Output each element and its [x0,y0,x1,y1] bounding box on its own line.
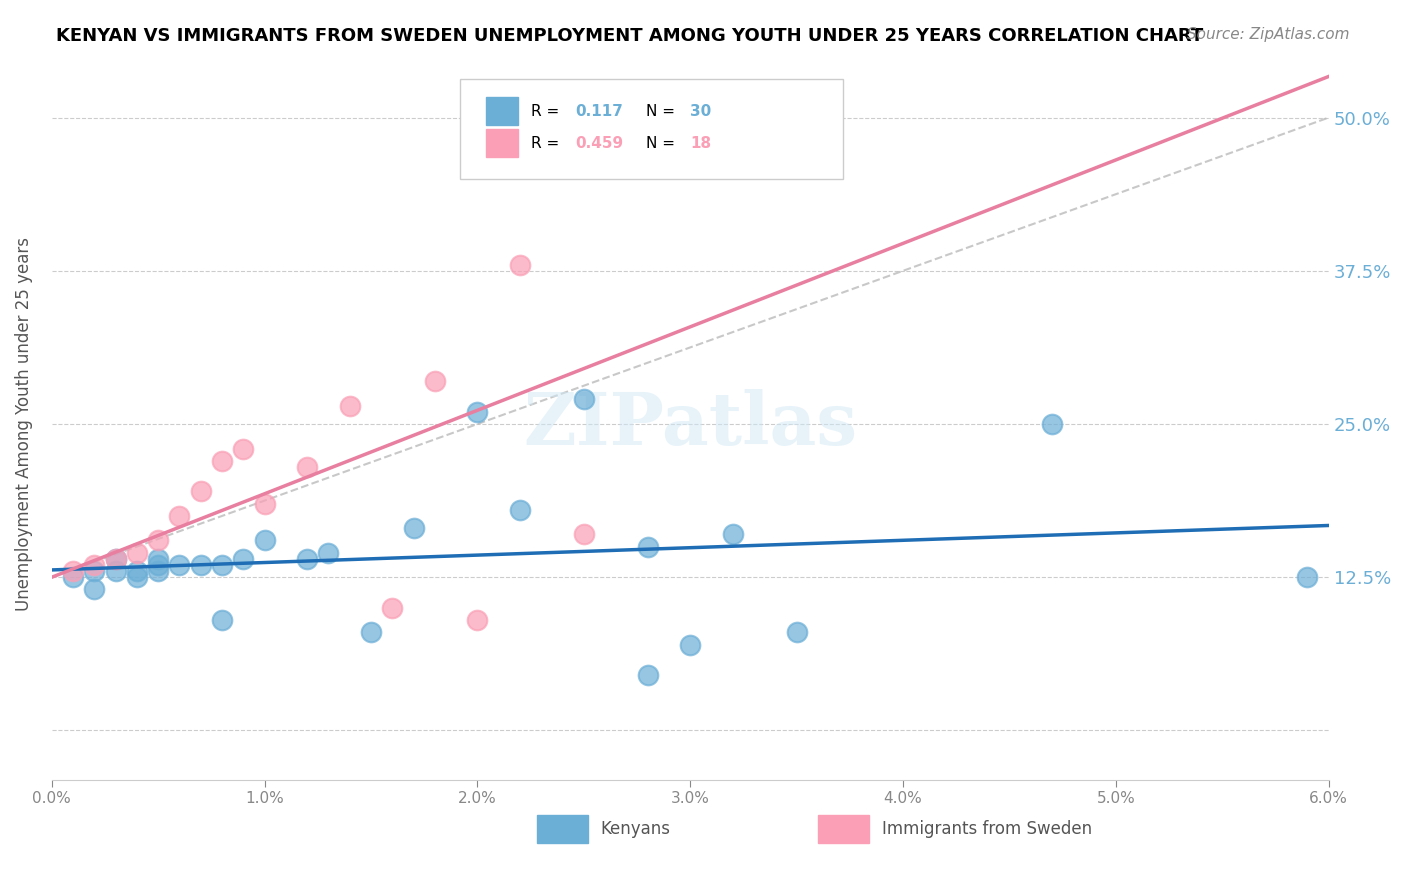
Text: N =: N = [645,103,675,119]
FancyBboxPatch shape [460,79,844,178]
Point [467,613,489,627]
FancyBboxPatch shape [537,815,588,844]
FancyBboxPatch shape [486,97,517,126]
Y-axis label: Unemployment Among Youth under 25 years: Unemployment Among Youth under 25 years [15,237,32,611]
Point [125,570,148,584]
Text: 18: 18 [690,136,711,151]
Point [62,564,84,578]
Point [211,454,233,468]
Point [467,405,489,419]
Text: R =: R = [530,136,558,151]
Point [295,552,318,566]
Point [381,600,404,615]
Point [1296,570,1319,584]
Point [190,484,212,499]
Point [509,503,531,517]
Text: KENYAN VS IMMIGRANTS FROM SWEDEN UNEMPLOYMENT AMONG YOUTH UNDER 25 YEARS CORRELA: KENYAN VS IMMIGRANTS FROM SWEDEN UNEMPLO… [56,27,1204,45]
FancyBboxPatch shape [818,815,869,844]
Point [509,258,531,272]
Point [211,613,233,627]
Point [62,570,84,584]
Point [637,540,659,554]
Point [1040,417,1063,431]
Point [169,508,191,523]
Point [104,564,127,578]
Point [339,399,361,413]
Point [190,558,212,572]
Point [83,558,105,572]
Point [125,564,148,578]
Point [318,546,340,560]
Text: Source: ZipAtlas.com: Source: ZipAtlas.com [1187,27,1350,42]
Point [402,521,425,535]
Point [637,668,659,682]
Point [83,582,105,597]
Text: N =: N = [645,136,675,151]
Point [679,638,702,652]
Point [104,552,127,566]
Point [146,558,169,572]
Point [232,552,254,566]
Point [295,459,318,474]
Point [360,625,382,640]
Text: 0.459: 0.459 [575,136,623,151]
Point [169,558,191,572]
Text: R =: R = [530,103,558,119]
Point [232,442,254,456]
Point [423,374,446,388]
Point [721,527,744,541]
Point [211,558,233,572]
Text: Immigrants from Sweden: Immigrants from Sweden [882,821,1092,838]
Point [125,546,148,560]
Point [146,552,169,566]
Point [572,392,595,407]
Point [146,533,169,548]
Point [253,533,276,548]
Point [572,527,595,541]
Text: ZIPatlas: ZIPatlas [523,389,858,459]
Text: 30: 30 [690,103,711,119]
Text: 0.117: 0.117 [575,103,623,119]
FancyBboxPatch shape [486,129,517,157]
Text: Kenyans: Kenyans [600,821,671,838]
Point [253,497,276,511]
Point [83,564,105,578]
Point [104,552,127,566]
Point [786,625,808,640]
Point [146,564,169,578]
Point [637,141,659,155]
